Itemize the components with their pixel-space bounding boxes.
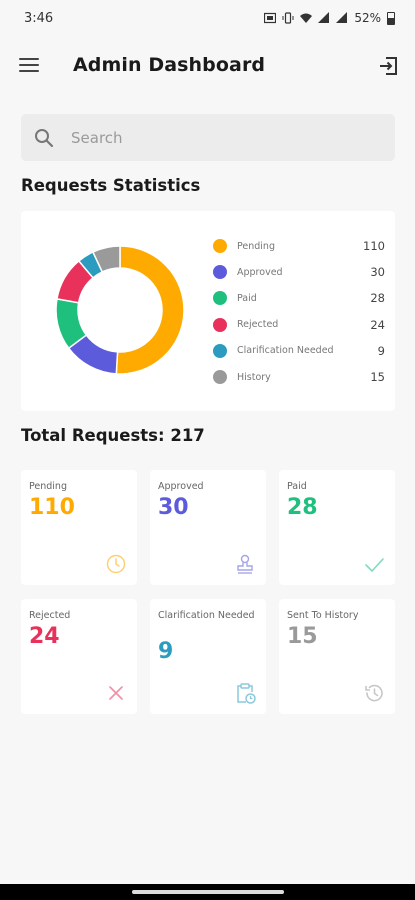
status-bar: 3:46 52% bbox=[0, 0, 415, 36]
vibrate-icon bbox=[282, 12, 294, 24]
chart-legend: Pending 110 Approved 30 Paid 28 Rejected 24 Clar… bbox=[213, 233, 385, 390]
legend-dot bbox=[213, 265, 227, 280]
legend-value: 110 bbox=[363, 239, 385, 254]
tile-label: Approved bbox=[158, 481, 204, 492]
legend-dot bbox=[213, 291, 227, 306]
legend-value: 28 bbox=[370, 291, 385, 306]
tile-paid[interactable]: Paid 28 bbox=[279, 470, 395, 585]
history-icon bbox=[365, 684, 383, 702]
legend-value: 9 bbox=[377, 343, 385, 358]
tile-label: Paid bbox=[287, 481, 307, 492]
legend-value: 30 bbox=[370, 265, 385, 280]
tile-sent-to-history[interactable]: Sent To History 15 bbox=[279, 599, 395, 714]
legend-dot bbox=[213, 239, 227, 254]
app-bar: Admin Dashboard bbox=[0, 44, 415, 90]
legend-item: Clarification Needed 9 bbox=[213, 338, 385, 364]
tile-value: 28 bbox=[287, 495, 318, 520]
battery-percent: 52% bbox=[354, 11, 381, 25]
legend-value: 24 bbox=[370, 317, 385, 332]
tile-label: Sent To History bbox=[287, 610, 359, 621]
navigation-bar bbox=[0, 884, 415, 900]
legend-label: History bbox=[237, 371, 271, 383]
tile-label: Clarification Needed bbox=[158, 610, 255, 621]
search-icon bbox=[35, 129, 54, 148]
search-bar bbox=[21, 114, 395, 161]
donut-slice-history bbox=[91, 245, 121, 273]
tile-value: 30 bbox=[158, 495, 189, 520]
home-handle[interactable] bbox=[132, 890, 284, 894]
tile-value: 9 bbox=[158, 639, 174, 664]
close-icon bbox=[109, 686, 123, 700]
signal-icon-2 bbox=[336, 12, 348, 23]
tile-value: 110 bbox=[29, 495, 75, 520]
logout-icon[interactable] bbox=[377, 54, 401, 78]
donut-chart bbox=[55, 245, 185, 375]
tile-label: Rejected bbox=[29, 610, 71, 621]
signal-icon bbox=[318, 12, 330, 23]
clock-icon bbox=[106, 554, 126, 574]
legend-label: Paid bbox=[237, 292, 257, 304]
legend-item: History 15 bbox=[213, 364, 385, 390]
tile-rejected[interactable]: Rejected 24 bbox=[21, 599, 137, 714]
check-icon bbox=[365, 558, 384, 573]
legend-label: Clarification Needed bbox=[237, 345, 334, 357]
statistics-card: Pending 110 Approved 30 Paid 28 Rejected 24 Clar… bbox=[21, 211, 395, 411]
legend-dot bbox=[213, 370, 227, 385]
statistics-title: Requests Statistics bbox=[21, 176, 201, 195]
status-icons: 52% bbox=[264, 11, 395, 25]
tile-clarification-needed[interactable]: Clarification Needed 9 bbox=[150, 599, 266, 714]
legend-item: Paid 28 bbox=[213, 285, 385, 311]
search-input[interactable] bbox=[69, 114, 379, 161]
total-requests: Total Requests: 217 bbox=[21, 426, 205, 445]
legend-dot bbox=[213, 343, 227, 358]
tile-value: 15 bbox=[287, 624, 318, 649]
legend-label: Approved bbox=[237, 266, 283, 278]
wifi-icon bbox=[300, 13, 313, 23]
page-title: Admin Dashboard bbox=[73, 54, 266, 76]
legend-item: Rejected 24 bbox=[213, 312, 385, 338]
legend-label: Rejected bbox=[237, 319, 279, 331]
status-time: 3:46 bbox=[24, 10, 54, 26]
legend-label: Pending bbox=[237, 240, 275, 252]
tile-approved[interactable]: Approved 30 bbox=[150, 470, 266, 585]
legend-item: Approved 30 bbox=[213, 259, 385, 285]
nfc-icon bbox=[264, 12, 277, 24]
donut-slice-pending bbox=[115, 245, 185, 375]
legend-dot bbox=[213, 317, 227, 332]
legend-value: 15 bbox=[370, 370, 385, 385]
tile-label: Pending bbox=[29, 481, 67, 492]
tile-value: 24 bbox=[29, 624, 60, 649]
menu-icon[interactable] bbox=[19, 58, 39, 74]
clipboard-clock-icon bbox=[237, 683, 256, 704]
battery-icon bbox=[387, 11, 395, 25]
stamp-icon bbox=[237, 554, 253, 574]
tile-pending[interactable]: Pending 110 bbox=[21, 470, 137, 585]
legend-item: Pending 110 bbox=[213, 233, 385, 259]
